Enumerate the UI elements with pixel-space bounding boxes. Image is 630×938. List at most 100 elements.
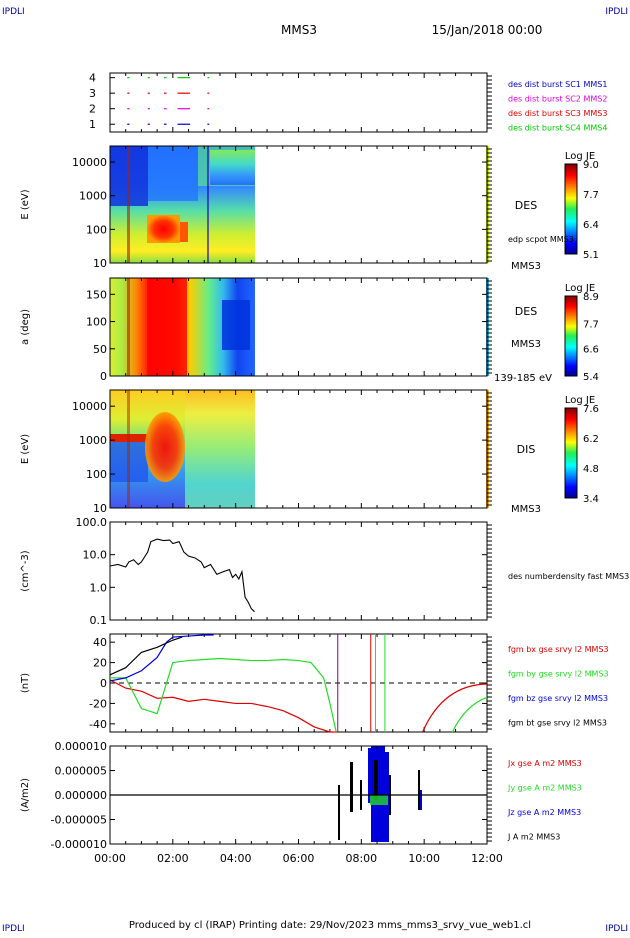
des-pitch-ytick-label: 50: [93, 343, 107, 356]
fgm-ytick-label: 0: [100, 677, 107, 690]
des-pitch-colorbar-tick: 7.7: [583, 319, 599, 330]
des-pitch-sublabel: MMS3: [511, 339, 541, 350]
fgm-legend-item: fgm bx gse srvy l2 MMS3: [508, 645, 609, 654]
fgm-legend-item: fgm bz gse srvy l2 MMS3: [508, 694, 608, 703]
dis-energy-colorbar-tick: 7.6: [583, 404, 599, 415]
current-ylabel: (A/m2): [20, 778, 31, 812]
availability-legend-item: des dist burst SC1 MMS1: [508, 80, 607, 89]
des-energy-colorbar-title: Log JE: [565, 151, 595, 162]
current-legend-item: J A m2 MMS3: [507, 833, 560, 842]
availability-ytick-label: 1: [89, 118, 96, 131]
fgm-ytick-label: 20: [93, 657, 107, 670]
des-pitch-ytick-label: 150: [86, 288, 107, 301]
des-pitch-energy-band: 139-185 eV: [494, 373, 552, 384]
fgm-ytick-label: -20: [89, 697, 107, 710]
dis-energy-ytick-label: 1000: [79, 434, 107, 447]
des-energy-ytick-label: 10000: [72, 156, 107, 169]
availability-ytick-label: 2: [89, 103, 96, 116]
time-axis-tick-label: 06:00: [283, 852, 315, 865]
availability-ytick-label: 4: [89, 72, 96, 85]
time-axis-tick-label: 08:00: [345, 852, 377, 865]
des-energy-sublabel: MMS3: [511, 261, 541, 272]
plot-date: 15/Jan/2018 00:00: [432, 23, 543, 37]
density-ytick-label: 10.0: [83, 549, 108, 562]
fgm-series-line: [110, 657, 337, 733]
fgm-legend-item: fgm by gse srvy l2 MMS3: [508, 670, 609, 679]
dis-energy-label: DIS: [517, 443, 536, 456]
current-legend-item: Jx gse A m2 MMS3: [507, 759, 582, 768]
corner-label-tr: IPDLI: [605, 7, 628, 17]
dis-energy-ylabel: E (eV): [20, 434, 31, 464]
current-burst-art: [338, 746, 422, 842]
dis-energy-ytick-label: 100: [86, 468, 107, 481]
time-axis-tick-label: 12:00: [471, 852, 503, 865]
spacecraft-title: MMS3: [281, 23, 317, 37]
corner-label-bl: IPDLI: [2, 924, 25, 934]
footer-text: Produced by cl (IRAP) Printing date: 29/…: [129, 920, 531, 931]
des-energy-colorbar-tick: 7.7: [583, 190, 599, 201]
dis-energy-ytick-label: 10: [93, 502, 107, 515]
fgm-ytick-label: 40: [93, 636, 107, 649]
time-axis-tick-label: 10:00: [408, 852, 440, 865]
fgm-ylabel: (nT): [20, 673, 31, 693]
dis-energy-colorbar-tick: 3.4: [583, 494, 599, 505]
corner-label-br: IPDLI: [605, 924, 628, 934]
availability-legend-item: des dist burst SC2 MMS2: [508, 95, 607, 104]
des-pitch-colorbar-tick: 8.9: [583, 292, 599, 303]
time-axis-tick-label: 00:00: [94, 852, 126, 865]
colorbar-des-energy: [564, 163, 578, 255]
fgm-series-line: [109, 679, 338, 733]
colorbar-des-pitch: [564, 295, 578, 377]
fgm-ytick-label: -40: [89, 718, 107, 731]
des-energy-overlay-label: edp scpot MMS3: [508, 235, 574, 244]
des-pitch-ytick-label: 0: [100, 370, 107, 383]
des-energy-colorbar-tick: 9.0: [583, 160, 599, 171]
des-energy-ytick-label: 10: [93, 257, 107, 270]
current-ytick-label: 0.000000: [55, 789, 108, 802]
des-energy-ytick-label: 1000: [79, 190, 107, 203]
current-ytick-label: 0.000005: [55, 765, 108, 778]
fgm-legend-item: fgm bt gse srvy l2 MMS3: [508, 719, 607, 728]
des-energy-colorbar-tick: 6.4: [583, 220, 599, 231]
fgm-series-line: [109, 634, 214, 682]
dis-energy-colorbar-title: Log JE: [565, 395, 595, 406]
des-pitch-ytick-label: 100: [86, 316, 107, 329]
dis-energy-colorbar-tick: 4.8: [583, 464, 599, 475]
density-series-line: [109, 538, 255, 613]
dis-energy-spectrogram: [110, 390, 489, 508]
corner-label-tl: IPDLI: [2, 7, 25, 17]
fgm-bx-recovery: [422, 683, 488, 733]
fgm-by-recovery: [451, 696, 488, 733]
availability-ytick-label: 3: [89, 87, 96, 100]
des-energy-spectrogram: [110, 146, 489, 263]
des-pitch-colorbar-tick: 6.6: [583, 345, 599, 356]
current-legend-item: Jz gse A m2 MMS3: [507, 808, 581, 817]
availability-legend-item: des dist burst SC4 MMS4: [508, 124, 607, 133]
des-energy-label: DES: [515, 199, 537, 212]
dis-energy-ytick-label: 10000: [72, 400, 107, 413]
current-ytick-label: -0.000010: [51, 838, 107, 851]
colorbar-dis-energy: [564, 407, 578, 499]
des-pitch-spectrogram: [110, 278, 489, 376]
density-legend-item: des numberdensity fast MMS3: [508, 572, 629, 581]
des-energy-colorbar-tick: 5.1: [583, 250, 599, 261]
density-ytick-label: 100.0: [76, 516, 108, 529]
density-ylabel: (cm^-3): [20, 550, 31, 591]
des-pitch-ylabel: a (deg): [20, 309, 31, 345]
chart-layer: 1 2 3 4 des dist burst SC1 MMS1 des dist burs…: [20, 72, 629, 865]
fgm-series-line: [109, 636, 183, 676]
des-energy-ytick-label: 100: [86, 223, 107, 236]
current-legend-item: Jy gse A m2 MMS3: [507, 784, 582, 793]
density-ytick-label: 0.1: [90, 614, 108, 627]
des-pitch-colorbar-tick: 5.4: [583, 372, 599, 383]
current-ytick-label: -0.000005: [51, 814, 107, 827]
des-energy-ylabel: E (eV): [20, 189, 31, 219]
density-ytick-label: 1.0: [90, 581, 108, 594]
density-frame: [109, 521, 488, 621]
current-ytick-label: 0.000010: [55, 740, 108, 753]
time-axis-tick-label: 02:00: [157, 852, 189, 865]
des-pitch-colorbar-title: Log JE: [565, 283, 595, 294]
time-axis-tick-label: 04:00: [220, 852, 252, 865]
